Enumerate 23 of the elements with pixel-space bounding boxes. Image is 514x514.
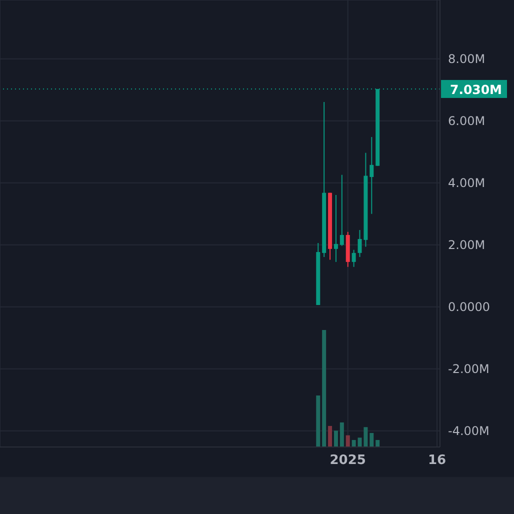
bar xyxy=(352,440,356,447)
candlestick xyxy=(370,136,374,214)
bar xyxy=(346,435,350,447)
x-tick-label: 16 xyxy=(428,453,446,468)
bar xyxy=(376,440,380,447)
bar xyxy=(370,432,374,447)
bar xyxy=(334,430,338,447)
candlestick xyxy=(334,194,338,262)
x-tick-label: 2025 xyxy=(330,453,366,468)
y-tick-label: 4.00M xyxy=(448,176,486,190)
y-tick-label: -4.00M xyxy=(448,424,490,438)
ref-line-label: 7.030M xyxy=(450,82,502,97)
y-tick-label: -2.00M xyxy=(448,362,490,376)
y-tick-label: 0.0000 xyxy=(448,300,490,314)
bar xyxy=(340,422,344,447)
y-tick-label: 2.00M xyxy=(448,238,486,252)
bar xyxy=(316,396,320,447)
y-tick-label: 6.00M xyxy=(448,114,486,128)
bar xyxy=(322,330,326,447)
candlestick xyxy=(352,249,356,268)
candlestick xyxy=(340,174,344,246)
bar xyxy=(328,426,332,447)
y-tick-label: 8.00M xyxy=(448,52,486,66)
